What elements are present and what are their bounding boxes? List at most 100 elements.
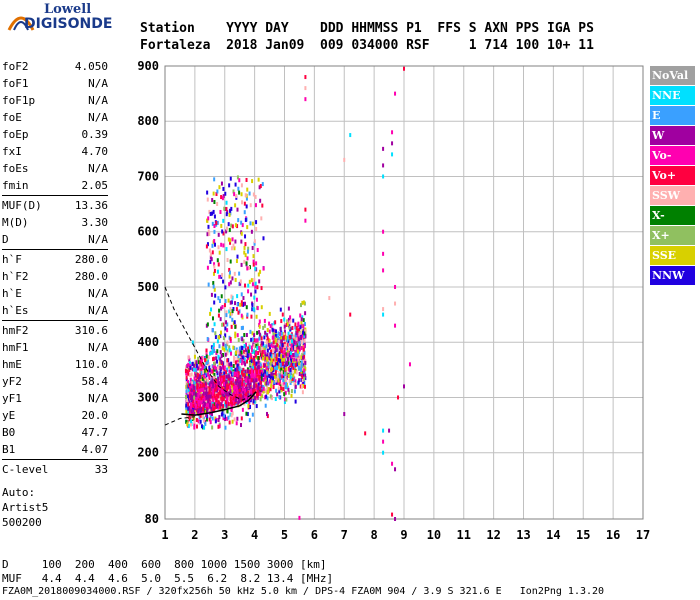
echo-point <box>214 383 217 388</box>
echo-point <box>238 309 241 314</box>
echo-point <box>225 226 228 231</box>
echo-point <box>216 404 219 409</box>
echo-point <box>291 362 294 367</box>
echo-point <box>228 383 231 388</box>
echo-point <box>226 416 229 421</box>
echo-point <box>223 365 226 370</box>
echo-point <box>216 379 219 384</box>
echo-point <box>216 189 219 194</box>
echo-point <box>206 336 209 341</box>
echo-point <box>203 368 206 373</box>
echo-point <box>258 330 261 335</box>
echo-point <box>236 387 239 392</box>
echo-point <box>214 293 217 298</box>
echo-point <box>240 220 243 225</box>
echo-point <box>233 192 236 197</box>
echo-point <box>349 312 352 317</box>
echo-point <box>208 365 211 370</box>
auto-label: Auto: <box>2 486 36 499</box>
param-row: fmin 2.05 <box>2 177 108 194</box>
echo-point <box>201 398 204 403</box>
echo-point <box>290 354 293 359</box>
echo-point <box>189 422 192 427</box>
echo-point <box>215 369 218 374</box>
echo-point <box>285 376 288 381</box>
echo-point <box>220 242 223 247</box>
echo-point <box>200 396 203 401</box>
echo-point <box>203 425 206 430</box>
echo-point <box>209 252 212 257</box>
echo-point <box>294 348 297 353</box>
echo-point <box>293 357 296 362</box>
echo-point <box>197 394 200 399</box>
echo-point <box>285 322 288 327</box>
echo-point <box>298 332 301 337</box>
echo-point <box>228 270 231 275</box>
echo-point <box>270 379 273 384</box>
echo-point <box>260 384 263 389</box>
param-value: 20.0 <box>81 409 109 422</box>
echo-point <box>256 346 259 351</box>
echo-point <box>270 364 273 369</box>
echo-point <box>218 424 221 429</box>
param-row: h`E N/A <box>2 285 108 302</box>
echo-point <box>249 375 252 380</box>
echo-point <box>408 362 411 367</box>
echo-point <box>191 381 194 386</box>
echo-point <box>223 394 226 399</box>
echo-point <box>288 378 291 383</box>
echo-point <box>304 97 307 102</box>
echo-point <box>224 385 227 390</box>
echo-point <box>224 191 227 196</box>
echo-point <box>229 176 232 181</box>
param-value: N/A <box>88 341 108 354</box>
echo-point <box>203 404 206 409</box>
echo-point <box>302 347 305 352</box>
echo-point <box>245 204 248 209</box>
echo-point <box>222 342 225 347</box>
echo-point <box>264 375 267 380</box>
echo-point <box>280 331 283 336</box>
echo-point <box>244 234 247 239</box>
echo-point <box>277 331 280 336</box>
echo-point <box>188 361 191 366</box>
echo-point <box>270 358 273 363</box>
echo-point <box>230 300 233 305</box>
echo-point <box>250 389 253 394</box>
echo-point <box>263 389 266 394</box>
echo-point <box>263 350 266 355</box>
echo-point <box>231 317 234 322</box>
echo-point <box>225 207 228 212</box>
echo-point <box>251 302 254 307</box>
echo-point <box>203 385 206 390</box>
echo-point <box>220 359 223 364</box>
echo-point <box>219 402 222 407</box>
echo-point <box>211 369 214 374</box>
echo-point <box>242 391 245 396</box>
echo-point <box>216 201 219 206</box>
param-value: 2.05 <box>81 179 109 192</box>
echo-point <box>293 369 296 374</box>
echo-point <box>254 374 257 379</box>
echo-point <box>382 229 385 234</box>
echo-point <box>217 391 220 396</box>
echo-point <box>262 386 265 391</box>
echo-point <box>232 306 235 311</box>
echo-point <box>343 412 346 417</box>
echo-point <box>255 351 258 356</box>
echo-point <box>194 362 197 367</box>
echo-point <box>266 377 269 382</box>
echo-point <box>234 391 237 396</box>
echo-point <box>199 377 202 382</box>
echo-point <box>228 274 231 279</box>
echo-point <box>204 410 207 415</box>
echo-point <box>299 384 302 389</box>
header-labels: Station YYYY DAY DDD HHMMSS P1 FFS S AXN… <box>140 21 594 36</box>
echo-point <box>225 379 228 384</box>
echo-point <box>295 326 298 331</box>
echo-point <box>302 352 305 357</box>
echo-point <box>237 381 240 386</box>
echo-point <box>294 322 297 327</box>
echo-point <box>243 344 246 349</box>
echo-point <box>227 402 230 407</box>
